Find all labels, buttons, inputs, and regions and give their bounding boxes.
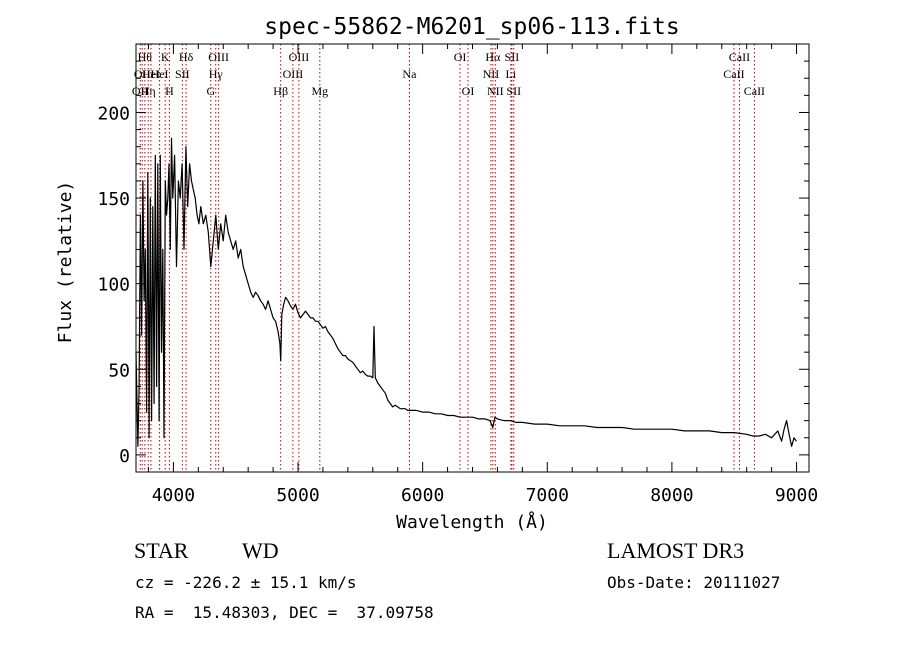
line-label-15: OIII [289, 50, 310, 64]
line-label-1: OII [134, 67, 151, 81]
line-label-27: CaII [729, 50, 750, 64]
x-axis-label: Wavelength (Å) [396, 511, 548, 533]
line-label-6: K [161, 50, 170, 64]
line-label-14: OIII [283, 67, 304, 81]
plot-frame [135, 43, 810, 473]
y-axis-label: Flux (relative) [55, 181, 76, 344]
x-tick-label-0: 4000 [152, 485, 195, 506]
x-axis: 4000 5000 6000 7000 8000 9000 [147, 44, 818, 506]
line-label-18: OI [454, 50, 467, 64]
line-label-11: Hγ [209, 67, 224, 81]
chart-title: spec-55862-M6201_sp06-113.fits [264, 14, 679, 40]
ra-dec-coordinates: RA = 15.48303, DEC = 37.09758 [135, 603, 434, 622]
y-tick-label-0: 0 [119, 446, 130, 467]
line-label-16: Mg [311, 84, 328, 98]
x-tick-label-1: 5000 [276, 485, 319, 506]
survey-name: LAMOST DR3 [607, 538, 745, 563]
line-label-25: SII [506, 84, 521, 98]
line-label-5: HeI [151, 67, 169, 81]
line-label-12: OIII [208, 50, 229, 64]
y-axis: 0 50 100 150 200 [97, 43, 809, 473]
y-tick-label-3: 150 [97, 189, 130, 210]
line-label-2: Hθ [138, 50, 153, 64]
x-tick-label-4: 8000 [650, 485, 693, 506]
line-label-7: H [165, 84, 174, 98]
line-label-10: G [206, 84, 215, 98]
line-label-21: Hα [485, 50, 501, 64]
line-label-28: CaII [744, 84, 765, 98]
object-subclass: WD [242, 538, 279, 563]
line-label-9: Hδ [179, 50, 194, 64]
spectrum-line [135, 137, 797, 447]
object-class: STAR [134, 538, 189, 563]
line-label-23: Li [506, 67, 517, 81]
y-tick-label-4: 200 [97, 103, 130, 124]
redshift-cz: cz = -226.2 ± 15.1 km/s [135, 573, 357, 592]
y-tick-label-2: 100 [97, 275, 130, 296]
observation-date: Obs-Date: 20111027 [607, 573, 781, 592]
line-label-24: SII [505, 50, 520, 64]
line-label-13: Hβ [273, 84, 288, 98]
line-label-22: NII [487, 84, 504, 98]
x-tick-label-2: 6000 [401, 485, 444, 506]
line-label-17: Na [402, 67, 417, 81]
line-label-20: NII [483, 67, 500, 81]
line-label-19: OI [462, 84, 475, 98]
line-label-4: HeI [142, 67, 160, 81]
x-tick-label-3: 7000 [526, 485, 569, 506]
spectral-line-markers: OIIOIIHθHηHeIHeIKHSIIHδGHγOIIIHβOIIIOIII… [132, 44, 765, 472]
line-label-8: SII [175, 67, 190, 81]
x-tick-label-5: 9000 [775, 485, 818, 506]
y-tick-label-1: 50 [108, 360, 130, 381]
line-label-3: Hη [141, 84, 156, 98]
line-label-26: CaII [723, 67, 744, 81]
